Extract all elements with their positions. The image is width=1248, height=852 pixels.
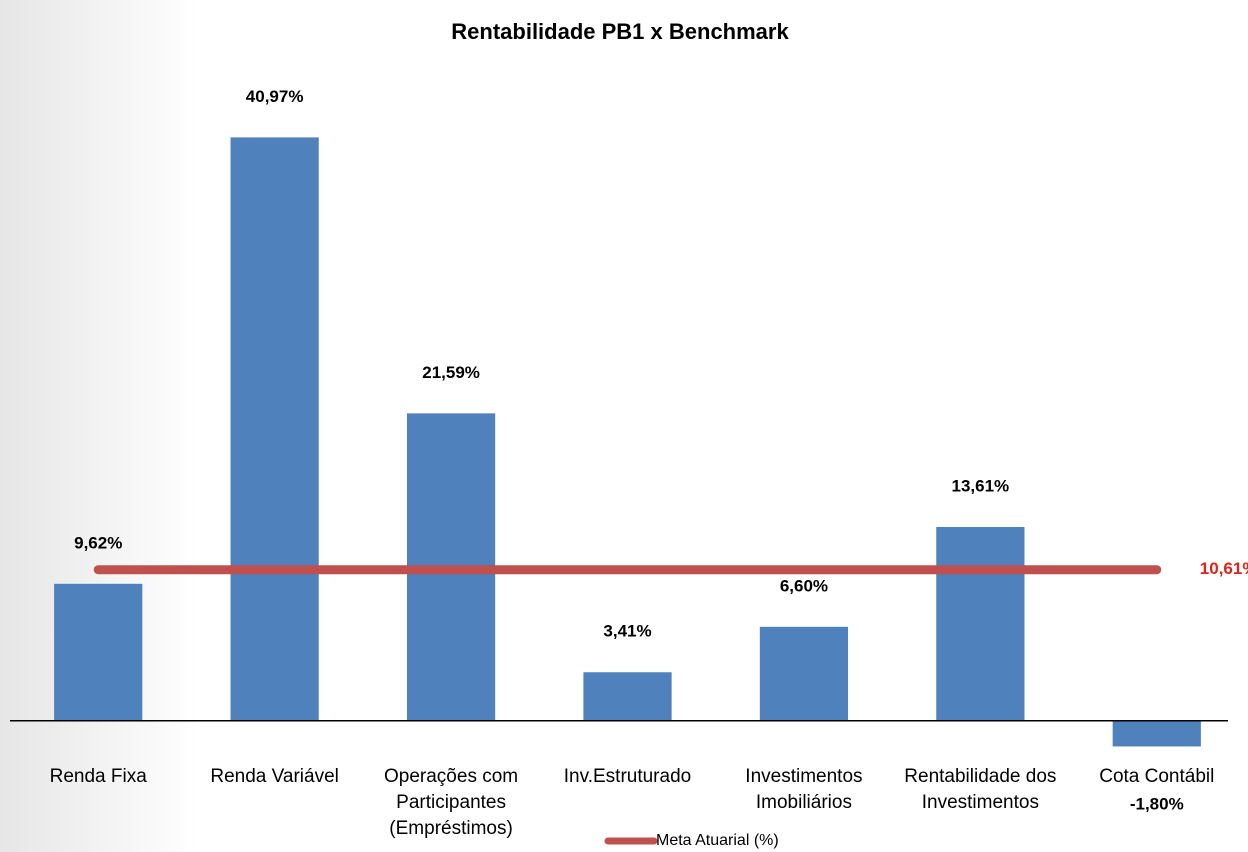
data-label: 6,60% bbox=[780, 576, 828, 595]
bar bbox=[759, 626, 849, 721]
data-label: 3,41% bbox=[603, 622, 651, 641]
x-tick-label: Investimentos Imobiliários bbox=[745, 766, 863, 813]
bar bbox=[1112, 720, 1201, 747]
chart-title: Rentabilidade PB1 x Benchmark bbox=[451, 19, 789, 44]
data-label: 9,62% bbox=[74, 533, 122, 552]
bar bbox=[230, 137, 319, 721]
x-tick-label: Operações com Participantes (Empréstimos… bbox=[384, 766, 519, 839]
bar bbox=[54, 583, 143, 721]
x-tick-label: Cota Contábil bbox=[1099, 766, 1215, 787]
legend-label: Meta Atuarial (%) bbox=[656, 832, 779, 849]
bar bbox=[583, 672, 672, 721]
data-label: 13,61% bbox=[952, 476, 1010, 495]
x-tick-label: Renda Variável bbox=[210, 766, 339, 787]
end-label: 10,61% bbox=[1200, 559, 1248, 578]
bar bbox=[936, 526, 1025, 721]
x-tick-label: Renda Fixa bbox=[49, 766, 147, 787]
data-label: 40,97% bbox=[246, 87, 304, 106]
x-tick-label: Rentabilidade dos Investimentos bbox=[904, 766, 1057, 813]
x-tick-label: Inv.Estruturado bbox=[563, 766, 692, 787]
data-label: 21,59% bbox=[422, 363, 480, 382]
data-label: -1,80% bbox=[1130, 794, 1184, 813]
